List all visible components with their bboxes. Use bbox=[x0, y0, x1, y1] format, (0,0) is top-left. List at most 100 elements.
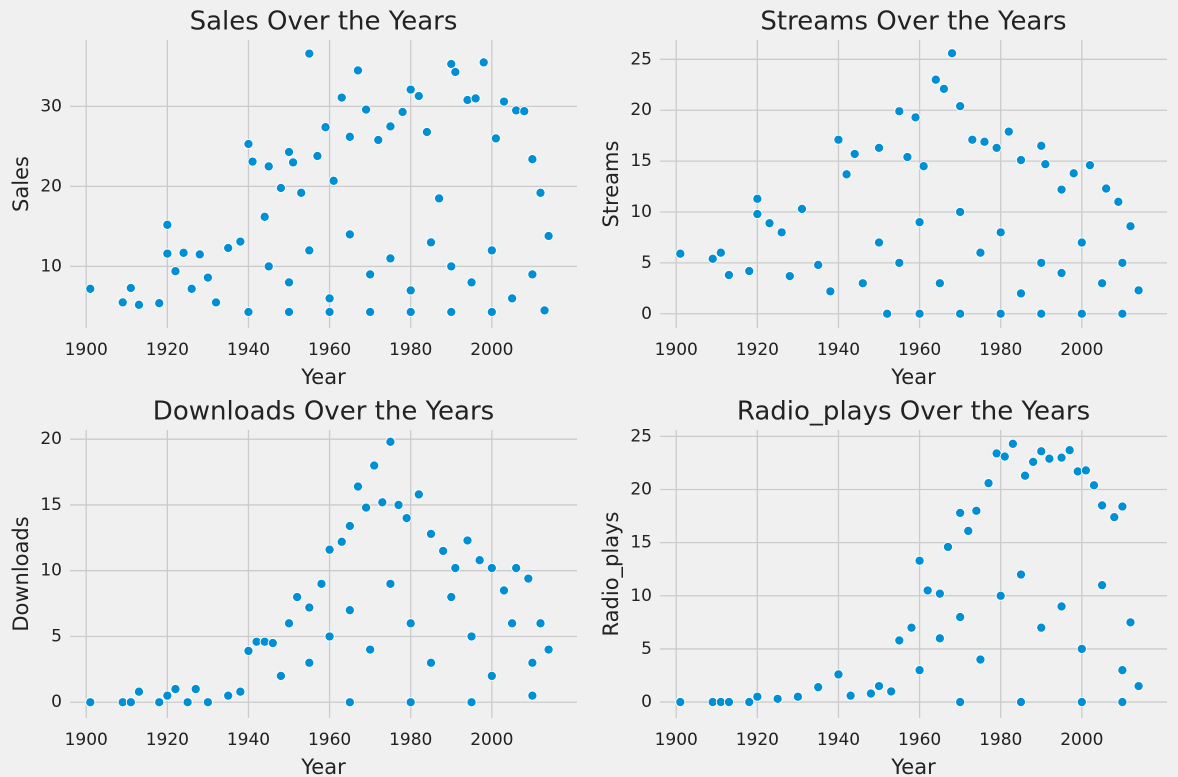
point bbox=[405, 618, 416, 629]
point bbox=[906, 622, 917, 633]
point bbox=[186, 283, 197, 294]
y-tick-label: 10 bbox=[630, 586, 652, 606]
point bbox=[125, 282, 136, 294]
y-axis-label: Radio_plays bbox=[599, 512, 624, 637]
y-tick-label: 5 bbox=[641, 253, 652, 273]
point bbox=[792, 691, 803, 702]
point bbox=[833, 669, 844, 680]
point bbox=[425, 657, 437, 668]
point bbox=[967, 134, 978, 145]
point bbox=[543, 644, 554, 655]
point bbox=[979, 136, 990, 147]
point bbox=[344, 131, 355, 142]
point bbox=[1076, 697, 1087, 708]
point bbox=[1015, 155, 1027, 166]
x-tick-label: 1900 bbox=[655, 730, 698, 750]
point bbox=[486, 563, 497, 574]
point bbox=[845, 690, 856, 701]
point bbox=[170, 684, 181, 695]
point bbox=[914, 665, 925, 676]
x-tick-label: 1920 bbox=[736, 340, 779, 360]
point bbox=[283, 618, 295, 629]
point bbox=[1080, 465, 1091, 476]
point bbox=[344, 520, 355, 532]
point bbox=[1101, 183, 1112, 194]
x-tick-label: 2000 bbox=[470, 730, 513, 750]
point bbox=[304, 602, 315, 613]
point bbox=[914, 555, 925, 566]
point bbox=[841, 169, 852, 180]
point bbox=[243, 645, 254, 656]
y-tick-label: 10 bbox=[40, 561, 62, 581]
point bbox=[125, 697, 136, 708]
point bbox=[369, 460, 380, 471]
point bbox=[1076, 308, 1087, 319]
point bbox=[849, 148, 860, 160]
point bbox=[162, 219, 173, 230]
point bbox=[918, 161, 929, 172]
point bbox=[117, 297, 128, 308]
point bbox=[283, 277, 295, 288]
point bbox=[1044, 453, 1055, 464]
x-tick-label: 1940 bbox=[817, 340, 860, 360]
point bbox=[543, 230, 554, 242]
point bbox=[243, 306, 254, 318]
point bbox=[934, 278, 945, 289]
point bbox=[813, 259, 824, 270]
point bbox=[397, 106, 408, 118]
point bbox=[507, 293, 518, 304]
point bbox=[344, 697, 355, 708]
subplot: 1900 1920 1940 1960 1980 2000 0 5 10 15 20 Download… bbox=[9, 397, 577, 777]
point bbox=[1097, 580, 1108, 591]
point bbox=[486, 306, 497, 318]
point bbox=[470, 93, 481, 104]
point bbox=[825, 286, 836, 297]
point bbox=[1076, 643, 1087, 654]
point bbox=[930, 74, 941, 85]
point bbox=[1117, 697, 1128, 708]
point bbox=[1036, 446, 1047, 457]
point bbox=[523, 573, 534, 584]
point bbox=[1056, 452, 1067, 463]
point bbox=[462, 94, 473, 106]
point bbox=[385, 253, 396, 264]
x-tick-label: 1920 bbox=[736, 730, 779, 750]
point bbox=[707, 253, 718, 264]
point bbox=[539, 305, 550, 316]
point bbox=[462, 535, 473, 546]
point bbox=[361, 502, 372, 513]
point bbox=[413, 489, 424, 500]
y-tick-label: 20 bbox=[630, 480, 652, 500]
point bbox=[1007, 438, 1018, 449]
point bbox=[190, 684, 201, 695]
point bbox=[247, 156, 258, 167]
point bbox=[1076, 237, 1087, 248]
point bbox=[352, 481, 364, 492]
point bbox=[446, 261, 457, 272]
point bbox=[235, 686, 246, 697]
point bbox=[413, 90, 424, 102]
x-tick-label: 1900 bbox=[65, 730, 108, 750]
chart-title: Sales Over the Years bbox=[190, 7, 458, 37]
point bbox=[438, 545, 449, 557]
x-tick-label: 1980 bbox=[979, 340, 1022, 360]
point bbox=[490, 133, 501, 144]
point bbox=[243, 138, 254, 150]
x-tick-label: 2000 bbox=[1060, 730, 1103, 750]
chart-title: Radio_plays Over the Years bbox=[737, 397, 1090, 427]
point bbox=[914, 217, 925, 228]
subplot: 1900 1920 1940 1960 1980 2000 0 5 10 15 20 25 Radio_… bbox=[599, 397, 1167, 777]
point bbox=[527, 269, 538, 280]
chart-title: Downloads Over the Years bbox=[153, 397, 494, 427]
point bbox=[210, 297, 222, 308]
point bbox=[1125, 221, 1136, 232]
y-tick-label: 10 bbox=[40, 256, 62, 276]
point bbox=[995, 308, 1006, 319]
y-tick-label: 25 bbox=[630, 49, 652, 69]
point bbox=[304, 657, 315, 668]
point bbox=[498, 585, 510, 596]
point bbox=[535, 187, 546, 198]
point bbox=[535, 618, 546, 629]
x-tick-label: 1980 bbox=[389, 340, 432, 360]
point bbox=[283, 306, 295, 318]
